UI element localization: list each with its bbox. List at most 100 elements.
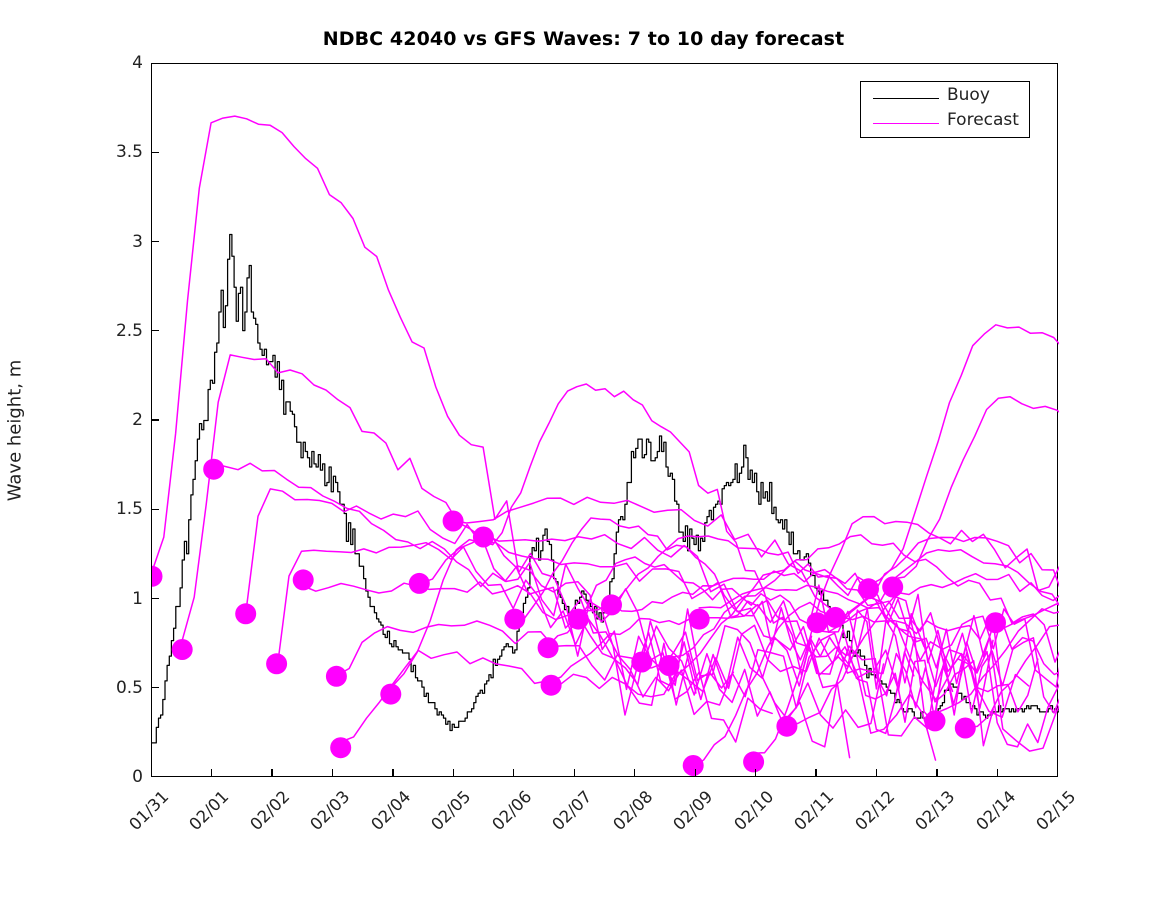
- forecast-start-marker: [540, 674, 562, 696]
- forecast-start-marker: [631, 651, 653, 673]
- forecast-start-marker: [472, 526, 494, 548]
- legend-label-forecast: Forecast: [947, 110, 1019, 130]
- series-path: [891, 395, 1059, 580]
- series-path: [994, 603, 1059, 633]
- x-tick-mark: [875, 769, 878, 777]
- legend-label-buoy: Buoy: [947, 85, 990, 105]
- series-path: [418, 533, 1030, 718]
- series-path: [867, 324, 1059, 587]
- series-layer: [152, 115, 1059, 776]
- forecast-start-marker: [882, 576, 904, 598]
- y-axis-tick-labels: 0 0.5 1 1.5 2 2.5 3 3.5 4: [95, 53, 143, 787]
- series-path: [752, 515, 1059, 754]
- x-tick-mark: [996, 769, 999, 777]
- forecast-start-marker: [152, 565, 163, 587]
- forecast-start-marker: [601, 594, 622, 616]
- forecast-start-marker: [688, 608, 710, 630]
- legend-box: Buoy Forecast: [860, 81, 1030, 138]
- series-path: [335, 612, 925, 716]
- x-tick-mark: [513, 769, 515, 777]
- forecast-start-marker: [504, 608, 526, 630]
- x-tick-label: 02/15: [1032, 787, 1080, 835]
- y-tick-mark: [151, 419, 159, 421]
- legend-line-buoy: [873, 98, 939, 99]
- forecast-start-marker: [658, 655, 680, 676]
- y-tick-label: 4: [132, 53, 143, 73]
- y-tick-label: 2: [132, 410, 143, 430]
- x-tick-label: 02/02: [246, 787, 294, 835]
- forecast-start-marker: [743, 751, 765, 773]
- forecast-start-marker: [408, 572, 430, 594]
- x-tick-mark: [271, 769, 273, 777]
- x-tick-label: 02/11: [790, 787, 838, 835]
- series-path: [482, 383, 915, 735]
- y-tick-label: 1: [132, 588, 143, 609]
- series-path: [610, 568, 1059, 748]
- series-path: [550, 599, 1005, 723]
- forecast-start-marker: [954, 717, 976, 739]
- series-path: [577, 535, 1039, 713]
- y-tick-label: 1.5: [115, 499, 143, 520]
- forecast-start-marker: [824, 606, 846, 628]
- series-path: [339, 624, 937, 761]
- series-path: [212, 462, 773, 743]
- forecast-start-marker: [266, 653, 288, 675]
- x-tick-mark: [210, 769, 213, 777]
- y-tick-mark: [151, 330, 159, 332]
- forecast-start-marker: [924, 710, 946, 732]
- plot-area: [151, 63, 1059, 777]
- x-tick-mark: [573, 769, 575, 777]
- legend-line-forecast: [873, 123, 939, 124]
- series-path: [547, 556, 994, 747]
- chart-title: NDBC 42040 vs GFS Waves: 7 to 10 day for…: [322, 28, 845, 50]
- x-tick-label: 02/12: [850, 787, 899, 835]
- series-path: [152, 115, 697, 716]
- series-path: [275, 541, 851, 759]
- x-tick-label: 02/07: [548, 787, 596, 835]
- series-path: [514, 517, 954, 724]
- series-path: [641, 584, 1059, 714]
- x-tick-label: 02/09: [669, 787, 717, 835]
- y-tick-label: 2.5: [115, 320, 143, 341]
- x-tick-label: 02/08: [609, 787, 657, 835]
- x-tick-mark: [331, 769, 334, 777]
- forecast-start-marker: [442, 510, 464, 532]
- forecast-start-marker: [330, 737, 352, 759]
- legend-entry-forecast: Forecast: [861, 110, 1031, 137]
- forecast-start-marker: [325, 665, 347, 687]
- x-tick-mark: [634, 769, 636, 777]
- forecast-start-marker: [292, 569, 314, 591]
- forecast-start-marker: [567, 608, 589, 630]
- y-tick-mark: [151, 151, 159, 153]
- series-path: [934, 608, 1059, 715]
- x-tick-label: 02/05: [427, 787, 475, 835]
- x-tick-mark: [936, 769, 938, 777]
- x-tick-label: 02/06: [488, 787, 536, 835]
- forecast-start-marker: [806, 612, 828, 634]
- x-tick-label: 02/01: [185, 787, 233, 835]
- x-tick-mark: [452, 769, 455, 777]
- figure-canvas: NDBC 42040 vs GFS Waves: 7 to 10 day for…: [4, 28, 1080, 835]
- forecast-start-marker: [858, 578, 879, 600]
- forecast-start-marker: [985, 612, 1006, 634]
- series-path: [816, 536, 1059, 633]
- x-tick-label: 02/10: [730, 787, 778, 835]
- x-tick-mark: [754, 769, 757, 777]
- forecast-start-marker: [171, 639, 193, 660]
- y-tick-mark: [151, 597, 159, 600]
- series-path: [244, 488, 813, 707]
- x-tick-mark: [815, 769, 817, 777]
- y-tick-label: 0: [132, 767, 143, 787]
- series-path: [698, 534, 1059, 663]
- x-tick-mark: [694, 769, 696, 777]
- y-tick-label: 0.5: [115, 677, 143, 698]
- series-path: [834, 549, 1059, 629]
- legend-entry-buoy: Buoy: [861, 85, 1031, 112]
- series-path: [692, 601, 1059, 769]
- y-tick-mark: [151, 240, 159, 243]
- series-path: [786, 572, 1059, 727]
- series-path: [964, 624, 1059, 729]
- forecast-start-marker: [537, 637, 559, 659]
- x-tick-label: 02/04: [367, 787, 415, 835]
- forecast-start-marker: [235, 603, 257, 625]
